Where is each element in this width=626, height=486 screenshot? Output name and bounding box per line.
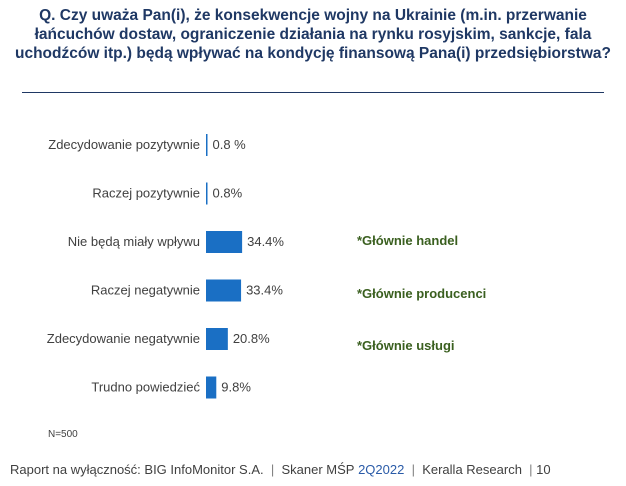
footer-period: 2Q2022 [358,462,405,477]
bar [206,182,208,205]
bar [206,376,217,399]
note-uslugi: *Głównie usługi [357,338,455,353]
note-producenci: *Głównie producenci [357,286,487,301]
category-label: Nie będą miały wpływu [68,234,200,249]
note-handel: *Głównie handel [357,233,459,248]
category-label: Raczej pozytywnie [92,186,200,201]
bar [206,279,242,302]
category-label: Trudno powiedzieć [91,380,200,395]
sample-size: N=500 [48,429,78,440]
category-label: Zdecydowanie negatywnie [47,331,200,346]
value-label: 0.8 % [213,137,247,152]
footer-scanner: Skaner MŚP [281,462,355,477]
value-label: 20.8% [233,331,270,346]
value-label: 0.8% [213,186,243,201]
value-label: 34.4% [247,234,284,249]
footer: Raport na wyłączność: BIG InfoMonitor S.… [10,462,551,477]
footer-separator: | [529,462,533,477]
bar [206,328,228,350]
category-label: Raczej negatywnie [91,283,200,298]
value-label: 33.4% [246,283,283,298]
value-label: 9.8% [221,380,251,395]
footer-report: Raport na wyłączność: BIG InfoMonitor S.… [10,462,264,477]
bar [206,134,208,156]
footer-separator: | [411,462,415,477]
footer-separator: | [270,462,275,477]
title-divider [22,92,604,93]
bar [206,231,243,253]
page-number: 10 [536,462,551,477]
footer-partner: Keralla Research [422,462,522,477]
chart-title: Q. Czy uważa Pan(i), że konsekwencje woj… [14,7,611,62]
category-label: Zdecydowanie pozytywnie [48,137,200,152]
